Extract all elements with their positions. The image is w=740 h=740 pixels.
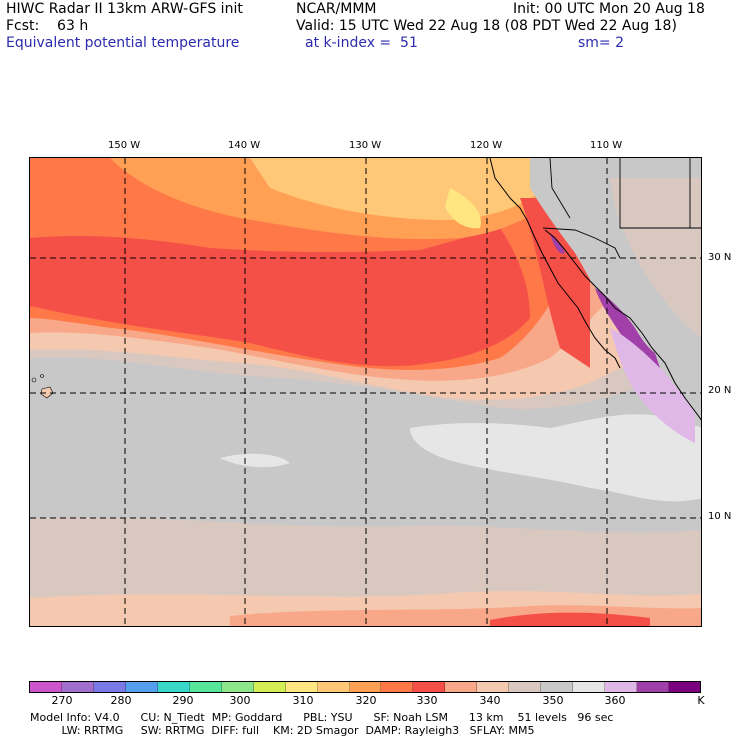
colorbar-swatch-7 bbox=[253, 682, 286, 692]
colorbar-unit: K bbox=[697, 694, 705, 707]
colorbar-swatch-6 bbox=[221, 682, 254, 692]
colorbar-swatch-17 bbox=[573, 682, 606, 692]
colorbar-swatch-5 bbox=[189, 682, 222, 692]
lat-label-30n: 30 N bbox=[708, 252, 732, 263]
lon-label-120w: 120 W bbox=[470, 140, 503, 151]
lon-label-110w: 110 W bbox=[590, 140, 623, 151]
colorbar-swatch-12 bbox=[413, 682, 446, 692]
hawaii-maui bbox=[31, 377, 37, 383]
field-band-365-baja bbox=[550, 233, 565, 254]
colorbar-swatch-2 bbox=[93, 682, 126, 692]
colorbar-tick-360: 360 bbox=[604, 694, 626, 707]
field-band-360-small bbox=[220, 453, 290, 468]
colorbar-tick-300: 300 bbox=[229, 694, 251, 707]
colorbar-swatch-10 bbox=[349, 682, 382, 692]
header-init-time: Init: 00 UTC Mon 20 Aug 18 bbox=[513, 1, 705, 17]
lon-label-130w: 130 W bbox=[349, 140, 382, 151]
lon-label-150w: 150 W bbox=[108, 140, 141, 151]
colorbar-tick-290: 290 bbox=[172, 694, 194, 707]
header-level: at k-index = 51 bbox=[305, 35, 418, 51]
colorbar-swatch-3 bbox=[125, 682, 158, 692]
header-smoothing: sm= 2 bbox=[578, 35, 625, 51]
colorbar-tick-350: 350 bbox=[542, 694, 564, 707]
land-desert-tan bbox=[610, 178, 701, 337]
lat-label-10n: 10 N bbox=[708, 511, 732, 522]
header-field-name: Equivalent potential temperature bbox=[6, 35, 240, 51]
field-band-315 bbox=[250, 158, 550, 220]
colorbar-swatch-16 bbox=[541, 682, 574, 692]
coastline-baja-east bbox=[544, 229, 701, 421]
colorbar-swatch-20 bbox=[669, 682, 701, 692]
colorbar-tick-310: 310 bbox=[292, 694, 314, 707]
field-band-365-gulf bbox=[610, 328, 695, 443]
field-band-370-gulf bbox=[595, 288, 660, 368]
header-source: NCAR/MMM bbox=[296, 1, 377, 17]
coastline-west bbox=[489, 158, 621, 369]
colorbar bbox=[29, 681, 701, 693]
hawaii-oahu bbox=[40, 374, 44, 378]
colorbar-swatch-4 bbox=[157, 682, 190, 692]
lon-label-140w: 140 W bbox=[228, 140, 261, 151]
colorbar-tick-320: 320 bbox=[355, 694, 377, 707]
colorbar-swatch-9 bbox=[317, 682, 350, 692]
field-band-330-south bbox=[490, 612, 650, 626]
header-valid-time: Valid: 15 UTC Wed 22 Aug 18 (08 PDT Wed … bbox=[296, 18, 677, 34]
border-states-1 bbox=[549, 158, 571, 219]
field-band-310 bbox=[445, 188, 481, 229]
header-title: HIWC Radar II 13km ARW-GFS init bbox=[6, 1, 243, 17]
colorbar-tick-280: 280 bbox=[110, 694, 132, 707]
field-band-330-red bbox=[30, 228, 530, 367]
colorbar-tick-330: 330 bbox=[416, 694, 438, 707]
colorbar-swatch-1 bbox=[61, 682, 94, 692]
colorbar-swatch-0 bbox=[30, 682, 62, 692]
model-info-line1: Model Info: V4.0 CU: N_Tiedt MP: Goddard… bbox=[30, 711, 614, 724]
header-forecast-hour: Fcst: 63 h bbox=[6, 18, 89, 34]
lat-label-20n: 20 N bbox=[708, 385, 732, 396]
colorbar-swatch-18 bbox=[605, 682, 638, 692]
graticule bbox=[30, 158, 701, 626]
colorbar-swatch-13 bbox=[445, 682, 478, 692]
border-states-2 bbox=[619, 158, 701, 229]
colorbar-swatch-19 bbox=[637, 682, 670, 692]
colorbar-swatch-15 bbox=[509, 682, 542, 692]
colorbar-tick-340: 340 bbox=[479, 694, 501, 707]
map-field-svg bbox=[30, 158, 701, 626]
border-us-mexico bbox=[542, 227, 621, 259]
colorbar-swatch-8 bbox=[285, 682, 318, 692]
colorbar-swatch-11 bbox=[381, 682, 414, 692]
model-info-line2: LW: RRTMG SW: RRTMG DIFF: full KM: 2D Sm… bbox=[30, 724, 535, 737]
theta-e-map bbox=[29, 157, 702, 627]
colorbar-swatch-14 bbox=[477, 682, 510, 692]
colorbar-tick-270: 270 bbox=[51, 694, 73, 707]
field-band-360-east bbox=[410, 414, 701, 502]
